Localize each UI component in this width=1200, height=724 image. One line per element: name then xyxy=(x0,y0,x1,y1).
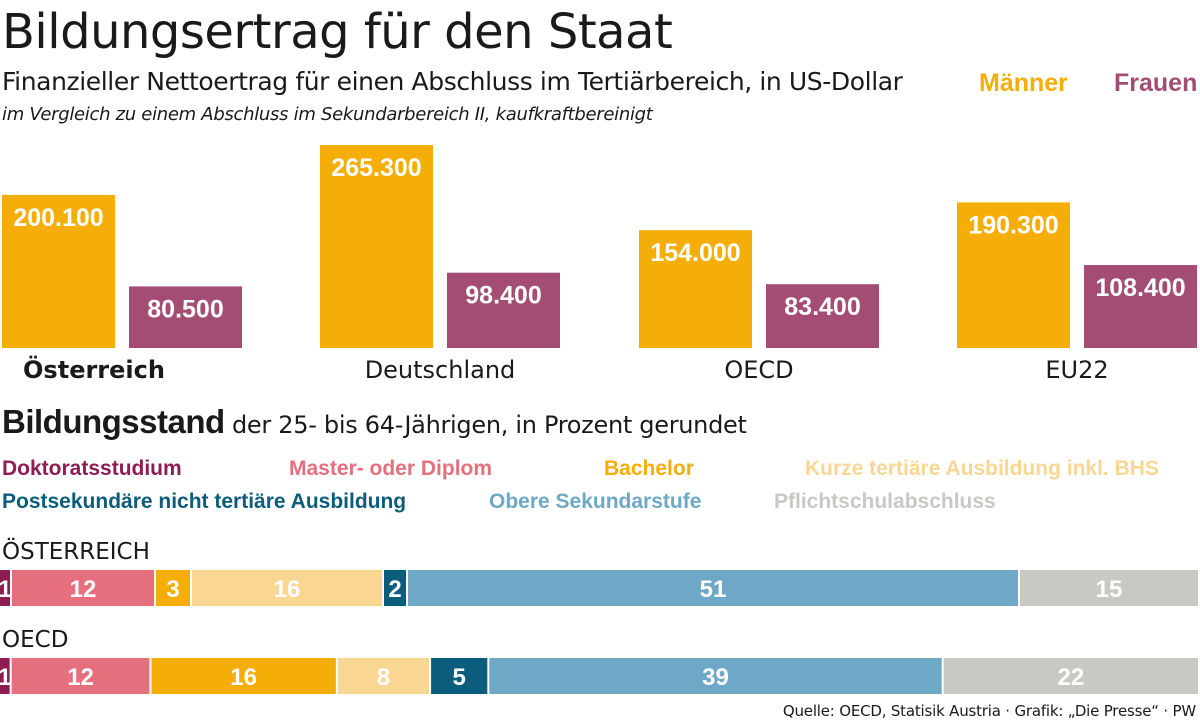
row-label-oecd: OECD xyxy=(2,627,69,653)
bar-value-label: 83.400 xyxy=(784,293,860,321)
legend-item-frauen: Frauen xyxy=(1114,69,1198,97)
segment-oesterreich-0 xyxy=(0,570,10,606)
segment-value-label: 12 xyxy=(67,664,94,691)
bar-value-label: 200.100 xyxy=(13,204,103,232)
bar-value-label: 154.000 xyxy=(650,239,740,267)
legend-bachelor: Bachelor xyxy=(604,457,694,480)
segment-oesterreich-5 xyxy=(408,570,1018,606)
segment-oecd-1 xyxy=(11,658,150,694)
category-label: Deutschland xyxy=(365,356,516,384)
chart-subtitle: Finanzieller Nettoertrag für einen Absch… xyxy=(2,67,903,96)
bar--sterreich-frauen xyxy=(129,286,242,348)
segment-oesterreich-4 xyxy=(384,570,406,606)
segment-oecd-0 xyxy=(0,658,10,694)
segment-oesterreich-3 xyxy=(192,570,382,606)
segment-oecd-4 xyxy=(431,658,488,694)
segment-oecd-3 xyxy=(337,658,430,694)
segment-value-label: 1 xyxy=(0,664,12,691)
legend-pflichtschule: Pflichtschulabschluss xyxy=(774,490,996,513)
category-label: OECD xyxy=(724,356,793,384)
segment-value-label: 15 xyxy=(1096,576,1123,603)
legend-postsekundaer: Postsekundäre nicht tertiäre Ausbildung xyxy=(2,490,407,513)
bar-eu22-frauen xyxy=(1084,265,1197,348)
bar-chart: 200.100 80.500 Österreich 265.300 98.400 Deut… xyxy=(2,145,1197,384)
segment-oecd-6 xyxy=(943,658,1198,694)
bar-oecd-frauen xyxy=(766,284,879,348)
source-note: Quelle: OECD, Statisik Austria · Grafik:… xyxy=(782,702,1196,720)
legend-doktorat: Doktoratsstudium xyxy=(2,457,182,480)
segment-oesterreich-2 xyxy=(156,570,190,606)
segment-oesterreich-1 xyxy=(12,570,154,606)
row-label-oesterreich: ÖSTERREICH xyxy=(2,539,150,565)
bar-value-label: 108.400 xyxy=(1095,274,1185,302)
segment-value-label: 3 xyxy=(166,576,179,603)
segment-value-label: 16 xyxy=(274,576,301,603)
bar-deutschland-frauen xyxy=(447,272,560,348)
segment-value-label: 5 xyxy=(453,664,466,691)
segment-oecd-5 xyxy=(489,658,942,694)
legend-master: Master- oder Diplom xyxy=(289,457,493,480)
segment-value-label: 16 xyxy=(230,664,257,691)
chart-title: Bildungsertrag für den Staat xyxy=(2,4,673,60)
bar-value-label: 98.400 xyxy=(465,282,541,310)
bar-deutschland-maenner xyxy=(320,145,433,348)
legend-item-maenner: Männer xyxy=(979,69,1068,97)
segment-value-label: 51 xyxy=(700,576,727,603)
segment-value-label: 1 xyxy=(0,576,12,603)
category-label: EU22 xyxy=(1045,356,1108,384)
section-heading-rest: der 25- bis 64-Jährigen, in Prozent geru… xyxy=(224,411,747,439)
bar-value-label: 80.500 xyxy=(147,295,223,323)
legend-kurze-tertiaer: Kurze tertiäre Ausbildung inkl. BHS xyxy=(805,457,1159,480)
legend-obere-sekundar: Obere Sekundarstufe xyxy=(489,490,702,513)
segment-value-label: 12 xyxy=(70,576,97,603)
segment-oecd-2 xyxy=(151,658,336,694)
bar-oecd-maenner xyxy=(639,230,752,348)
segment-value-label: 8 xyxy=(377,664,390,691)
section-heading-bold: Bildungsstand xyxy=(2,403,225,440)
segment-value-label: 22 xyxy=(1057,664,1084,691)
bar-eu22-maenner xyxy=(957,202,1070,348)
bar-value-label: 265.300 xyxy=(331,154,421,182)
segment-value-label: 39 xyxy=(702,664,729,691)
section-heading: Bildungsstand der 25- bis 64-Jährigen, i… xyxy=(2,402,747,449)
segment-value-label: 2 xyxy=(388,576,401,603)
bar-value-label: 190.300 xyxy=(968,211,1058,239)
chart-subtitle-note: im Vergleich zu einem Abschluss im Sekun… xyxy=(2,104,653,125)
bar--sterreich-maenner xyxy=(2,194,115,348)
segment-oesterreich-6 xyxy=(1020,570,1198,606)
category-label: Österreich xyxy=(23,354,165,384)
